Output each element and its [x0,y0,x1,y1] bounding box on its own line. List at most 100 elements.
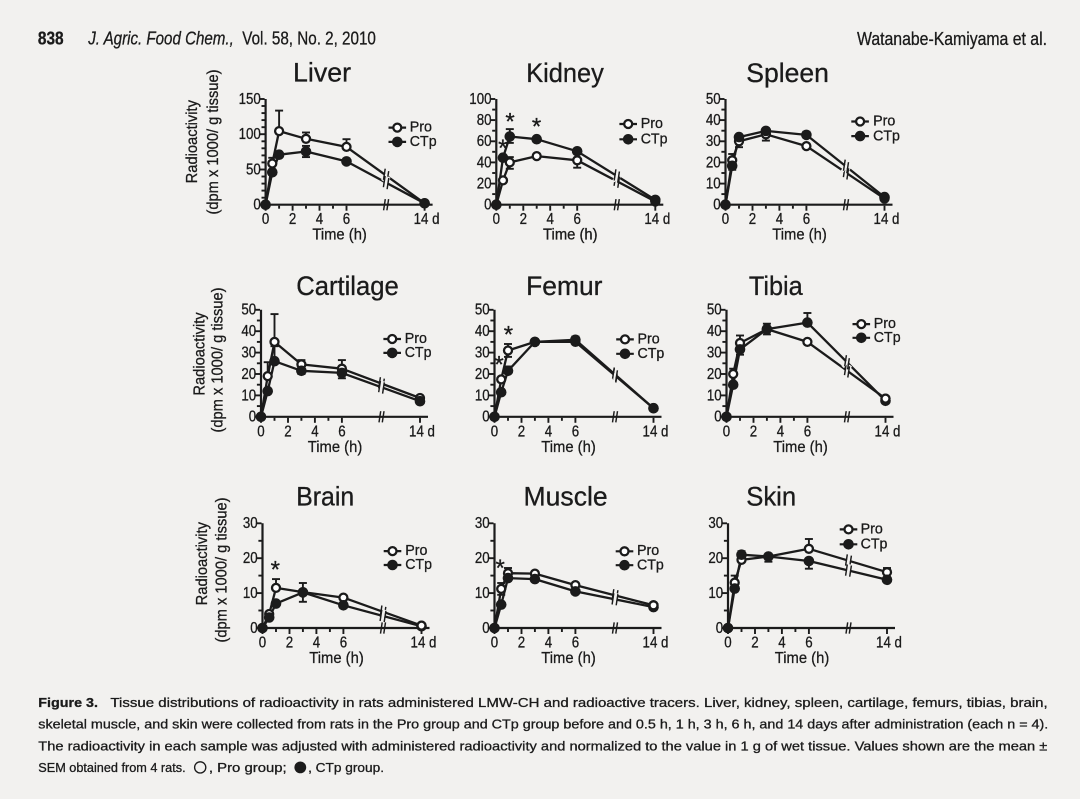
svg-text:0: 0 [716,620,724,637]
svg-text:30: 30 [708,515,723,532]
svg-text:Muscle: Muscle [524,482,608,512]
svg-text:10: 10 [243,585,258,602]
svg-text:0: 0 [723,423,730,440]
svg-text:6: 6 [803,211,810,228]
svg-text:2: 2 [751,635,758,652]
svg-text:40: 40 [475,323,490,340]
svg-text:20: 20 [477,176,492,193]
svg-text:0: 0 [714,409,722,426]
svg-text:150: 150 [239,91,261,108]
svg-text:Time (h): Time (h) [541,439,596,456]
svg-text:0: 0 [491,635,498,652]
svg-text:Femur: Femur [526,271,602,301]
svg-text:Pro: Pro [638,331,660,347]
svg-text:skeletal muscle, and skin were: skeletal muscle, and skin were collected… [38,717,1048,732]
svg-text:20: 20 [707,366,722,383]
svg-text:Liver: Liver [293,58,351,88]
svg-text:Watanabe-Kamiyama et al.: Watanabe-Kamiyama et al. [857,28,1047,49]
svg-text:Time (h): Time (h) [312,227,367,244]
svg-text:6: 6 [343,211,350,228]
svg-text:6: 6 [572,635,579,652]
svg-text:100: 100 [469,91,491,108]
svg-text:*: * [505,108,514,135]
svg-text:2: 2 [284,423,291,440]
svg-text:*: * [271,557,280,584]
svg-text:20: 20 [243,550,258,567]
svg-text:Pro: Pro [637,543,659,559]
svg-text:The radioactivity in each samp: The radioactivity in each sample was adj… [38,738,1047,753]
svg-text:0: 0 [249,409,257,426]
svg-text:6: 6 [574,211,581,228]
svg-text:Cartilage: Cartilage [296,271,399,301]
svg-text:Pro: Pro [874,316,896,332]
svg-text:2: 2 [518,423,525,440]
svg-text:2: 2 [749,211,756,228]
svg-text:Skin: Skin [746,482,796,512]
svg-text:Tissue distributions of radioa: Tissue distributions of radioactivity in… [110,695,1047,710]
svg-text:50: 50 [706,91,721,108]
svg-text:4: 4 [547,211,555,228]
svg-text:40: 40 [477,154,492,171]
svg-text:*: * [496,555,505,582]
svg-text:30: 30 [706,133,721,150]
svg-text:30: 30 [241,345,256,362]
svg-text:14 d: 14 d [411,635,437,652]
svg-text:CTp: CTp [637,557,664,573]
svg-text:CTp: CTp [638,346,665,362]
svg-text:0: 0 [250,620,258,637]
svg-text:Vol. 58, No. 2, 2010: Vol. 58, No. 2, 2010 [242,28,376,49]
svg-text:50: 50 [241,302,256,319]
svg-text:(dpm x 1000/ g tissue): (dpm x 1000/ g tissue) [210,288,227,433]
svg-text:0: 0 [253,197,261,214]
svg-text:Time (h): Time (h) [309,650,364,667]
svg-text:Kidney: Kidney [526,58,604,88]
svg-text:14 d: 14 d [409,423,435,440]
svg-text:4: 4 [313,635,321,652]
svg-text:6: 6 [338,423,345,440]
svg-text:60: 60 [477,133,492,150]
svg-text:Spleen: Spleen [746,58,829,88]
svg-text:0: 0 [713,197,721,214]
svg-text:2: 2 [520,211,527,228]
svg-text:0: 0 [257,423,264,440]
svg-text:6: 6 [340,635,347,652]
svg-text:CTp: CTp [874,330,901,346]
svg-text:4: 4 [778,635,786,652]
svg-text:14 d: 14 d [643,423,669,440]
svg-text:14 d: 14 d [875,423,901,440]
svg-text:0: 0 [259,635,266,652]
svg-text:0: 0 [484,197,492,214]
svg-text:14 d: 14 d [644,211,670,228]
svg-text:CTp: CTp [405,557,432,573]
svg-text:Time (h): Time (h) [308,439,363,456]
svg-text:4: 4 [545,423,553,440]
svg-text:0: 0 [482,620,490,637]
svg-text:4: 4 [311,423,319,440]
svg-text:Figure 3.: Figure 3. [38,695,98,710]
svg-text:10: 10 [475,387,490,404]
svg-text:Pro: Pro [861,521,883,537]
svg-text:CTp: CTp [410,134,437,150]
svg-text:20: 20 [706,154,721,171]
svg-text:20: 20 [708,550,723,567]
svg-text:Time (h): Time (h) [543,227,598,244]
svg-text:Tibia: Tibia [749,271,803,301]
svg-text:Radioactivity: Radioactivity [192,312,209,396]
svg-text:CTp: CTp [405,345,432,361]
svg-text:Time (h): Time (h) [773,439,828,456]
svg-text:CTp: CTp [641,132,668,148]
svg-text:Brain: Brain [296,482,354,512]
svg-text:*: * [532,114,541,141]
svg-text:, Pro group;: , Pro group; [209,760,287,775]
svg-text:Pro: Pro [873,113,895,129]
svg-text:6: 6 [805,635,812,652]
svg-text:10: 10 [708,585,723,602]
svg-text:Time (h): Time (h) [772,227,827,244]
svg-text:2: 2 [289,211,296,228]
svg-text:0: 0 [493,211,500,228]
svg-text:Radioactivity: Radioactivity [184,100,201,184]
svg-text:Radioactivity: Radioactivity [194,522,211,606]
svg-text:4: 4 [776,211,784,228]
svg-text:4: 4 [545,635,553,652]
svg-text:CTp: CTp [861,537,888,553]
